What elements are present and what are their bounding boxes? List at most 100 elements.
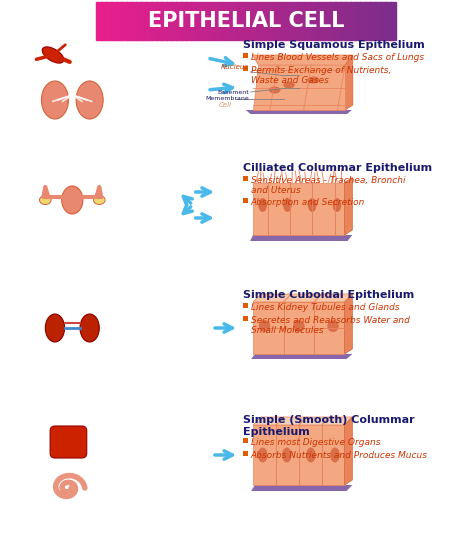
Bar (241, 2, 246, 40)
Text: Permits Exchange of Nutrients,
Waste and Gases: Permits Exchange of Nutrients, Waste and… (251, 66, 391, 85)
Polygon shape (253, 302, 345, 354)
Bar (243, 316, 248, 321)
Text: Absorbs Nutrients and Produces Mucus: Absorbs Nutrients and Produces Mucus (251, 451, 428, 460)
Bar (146, 2, 152, 40)
Bar (121, 2, 127, 40)
Polygon shape (253, 55, 353, 65)
Polygon shape (253, 425, 345, 485)
Ellipse shape (308, 198, 317, 212)
Bar (111, 2, 117, 40)
Bar (201, 2, 207, 40)
Ellipse shape (269, 86, 281, 94)
Bar (301, 2, 306, 40)
Text: Lines Blood Vessels and Sacs of Lungs: Lines Blood Vessels and Sacs of Lungs (251, 53, 424, 62)
Bar (380, 2, 386, 40)
Bar (101, 2, 107, 40)
Bar (251, 2, 256, 40)
Bar (161, 2, 166, 40)
Text: Sensitive Areas - Trachea, Bronchi
and Uterus: Sensitive Areas - Trachea, Bronchi and U… (251, 176, 405, 195)
Bar (370, 2, 376, 40)
Bar (243, 53, 248, 58)
Text: Cilliated Colummar Epithelium: Cilliated Colummar Epithelium (243, 163, 432, 173)
Bar (375, 2, 381, 40)
Bar (166, 2, 172, 40)
Bar (243, 451, 248, 456)
Polygon shape (345, 294, 352, 354)
Ellipse shape (283, 81, 295, 89)
Ellipse shape (259, 320, 270, 332)
Bar (316, 2, 321, 40)
Text: Cell: Cell (218, 102, 231, 108)
Polygon shape (345, 55, 353, 110)
Polygon shape (345, 178, 352, 235)
Bar (171, 2, 177, 40)
Bar (276, 2, 281, 40)
Bar (256, 2, 261, 40)
Bar (116, 2, 122, 40)
Bar (126, 2, 132, 40)
Text: Simple Cuboidal Epithelium: Simple Cuboidal Epithelium (243, 290, 414, 300)
Text: Simple Squamous Epithelium: Simple Squamous Epithelium (243, 40, 425, 50)
Polygon shape (253, 294, 352, 302)
Ellipse shape (80, 314, 99, 342)
Text: Lines Kidney Tubules and Glands: Lines Kidney Tubules and Glands (251, 303, 399, 312)
Bar (221, 2, 227, 40)
Bar (291, 2, 296, 40)
Polygon shape (253, 65, 345, 110)
FancyBboxPatch shape (50, 426, 87, 458)
Text: Simple (Smooth) Colummar
Epithelium: Simple (Smooth) Colummar Epithelium (243, 415, 415, 437)
Ellipse shape (283, 198, 292, 212)
Text: EPITHELIAL CELL: EPITHELIAL CELL (147, 11, 344, 31)
Polygon shape (253, 417, 352, 425)
Bar (243, 438, 248, 443)
Text: Lines most Digestive Organs: Lines most Digestive Organs (251, 438, 380, 447)
Bar (346, 2, 351, 40)
Ellipse shape (333, 198, 341, 212)
Bar (243, 198, 248, 203)
Ellipse shape (41, 81, 68, 119)
Bar (296, 2, 301, 40)
Ellipse shape (258, 448, 267, 463)
Bar (131, 2, 137, 40)
Bar (236, 2, 241, 40)
Bar (360, 2, 366, 40)
Bar (136, 2, 142, 40)
Polygon shape (253, 183, 345, 235)
Bar (226, 2, 231, 40)
Bar (191, 2, 197, 40)
Bar (231, 2, 237, 40)
Ellipse shape (330, 448, 340, 463)
Bar (350, 2, 356, 40)
Bar (281, 2, 286, 40)
Polygon shape (345, 417, 352, 485)
Polygon shape (251, 485, 352, 491)
Ellipse shape (327, 320, 339, 332)
Ellipse shape (282, 448, 292, 463)
Bar (320, 2, 326, 40)
Ellipse shape (39, 195, 51, 205)
Bar (266, 2, 271, 40)
Ellipse shape (42, 47, 64, 63)
Polygon shape (250, 235, 352, 241)
Bar (271, 2, 276, 40)
Polygon shape (251, 354, 352, 359)
Bar (186, 2, 191, 40)
Bar (176, 2, 182, 40)
Bar (340, 2, 346, 40)
Bar (336, 2, 341, 40)
Ellipse shape (76, 81, 103, 119)
Bar (261, 2, 266, 40)
Bar (365, 2, 371, 40)
Bar (156, 2, 162, 40)
Bar (356, 2, 361, 40)
Bar (206, 2, 211, 40)
Bar (96, 2, 102, 40)
Bar (246, 2, 251, 40)
Text: Secretes and Reabsorbs Water and
Small Molecules: Secretes and Reabsorbs Water and Small M… (251, 316, 410, 336)
Ellipse shape (306, 448, 316, 463)
Ellipse shape (293, 320, 305, 332)
Text: Absorption and Secretion: Absorption and Secretion (251, 198, 365, 207)
Bar (181, 2, 187, 40)
Bar (330, 2, 336, 40)
Bar (385, 2, 391, 40)
